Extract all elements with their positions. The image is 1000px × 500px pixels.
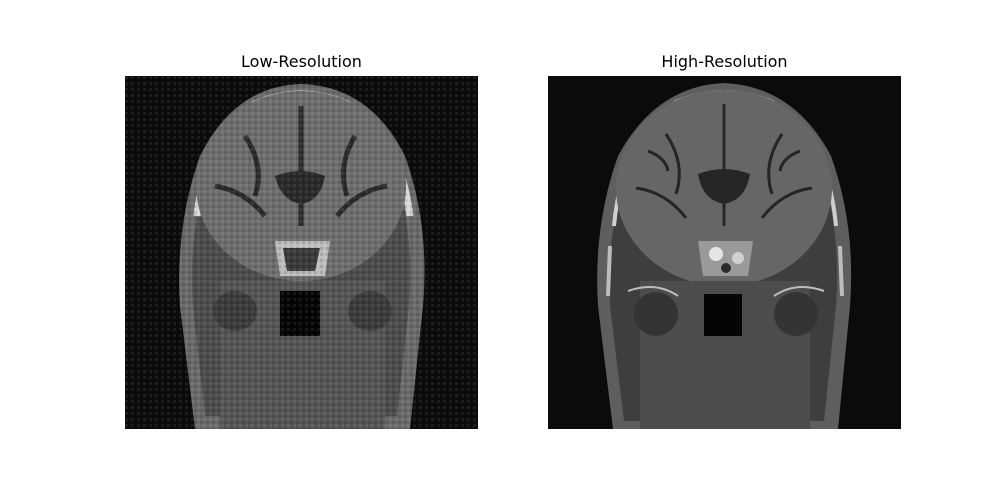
panel-title-low-resolution: Low-Resolution [241, 52, 362, 71]
low-resolution-mri-image [125, 76, 478, 429]
panel-title-high-resolution: High-Resolution [661, 52, 788, 71]
high-resolution-mri-image [548, 76, 901, 429]
